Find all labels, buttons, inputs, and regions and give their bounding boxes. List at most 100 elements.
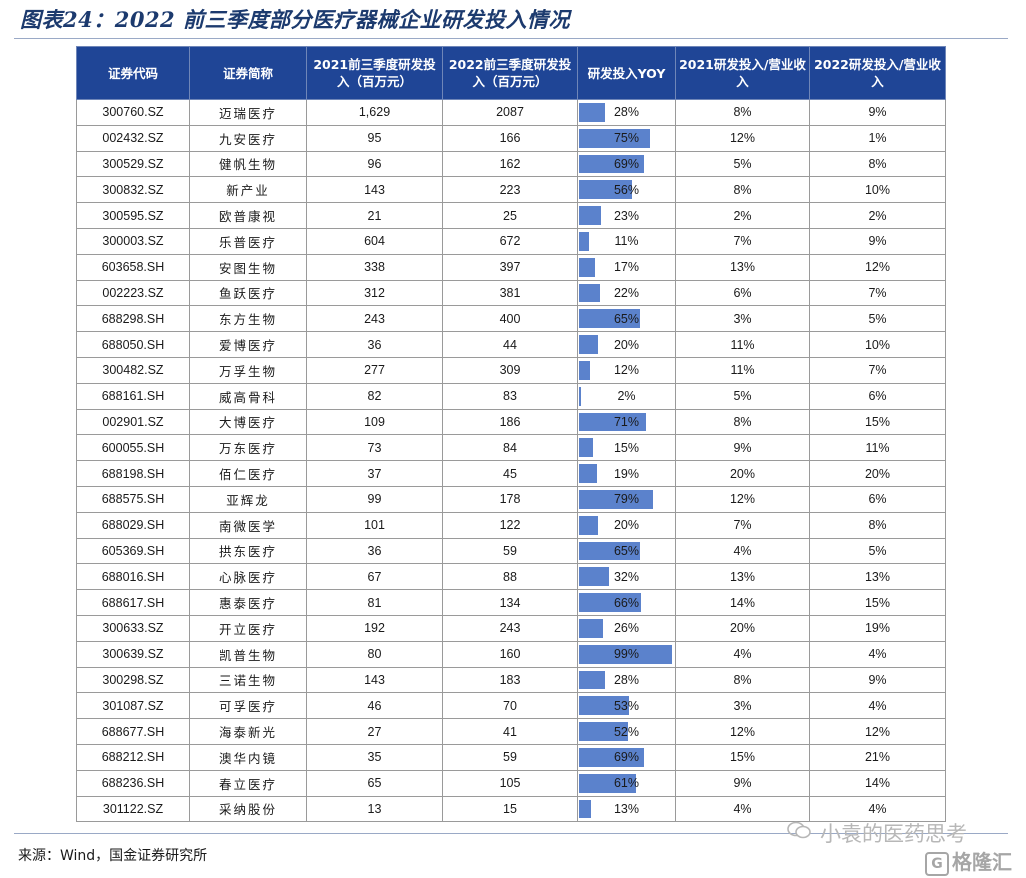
table-body: 300760.SZ 迈瑞医疗 1,629 2087 28% 8% 9% 002432.SZ 九安… [76,99,946,823]
cell-code: 688677.SH [76,718,190,745]
table-row: 688016.SH 心脉医疗 67 88 32% 13% 13% [76,563,946,591]
cell-name: 九安医疗 [189,124,307,152]
cell-ratio-2022: 10% [809,331,946,358]
cell-yoy: 69% [577,743,676,771]
cell-rd-2022: 183 [442,666,578,694]
cell-ratio-2022: 6% [809,382,946,410]
cell-ratio-2021: 8% [675,408,810,436]
cell-name: 爱博医疗 [189,331,307,358]
cell-yoy: 23% [577,202,676,229]
cell-ratio-2022: 21% [809,743,946,771]
yoy-bar [579,103,605,122]
cell-yoy: 53% [577,692,676,720]
brand-logo-icon: G [925,852,949,876]
table-row: 688161.SH 威高骨科 82 83 2% 5% 6% [76,382,946,410]
header-rd-2021: 2021前三季度研发投入（百万元） [306,46,443,100]
cell-ratio-2021: 12% [675,124,810,152]
cell-ratio-2022: 15% [809,589,946,616]
cell-ratio-2022: 12% [809,718,946,745]
cell-ratio-2021: 8% [675,176,810,204]
yoy-label: 11% [614,234,639,249]
cell-ratio-2021: 3% [675,692,810,720]
cell-rd-2021: 96 [306,150,443,178]
cell-rd-2022: 223 [442,176,578,204]
yoy-label: 69% [613,156,640,171]
cell-rd-2022: 672 [442,227,578,255]
cell-ratio-2022: 1% [809,124,946,152]
cell-rd-2021: 192 [306,614,443,642]
cell-code: 688298.SH [76,305,190,333]
table-row: 002223.SZ 鱼跃医疗 312 381 22% 6% 7% [76,279,946,307]
cell-ratio-2021: 20% [675,460,810,487]
cell-name: 可孚医疗 [189,692,307,720]
cell-ratio-2022: 15% [809,408,946,436]
yoy-label: 28% [613,105,640,120]
yoy-label: 2% [617,389,636,404]
cell-rd-2021: 109 [306,408,443,436]
cell-ratio-2022: 8% [809,511,946,539]
cell-yoy: 65% [577,537,676,565]
yoy-label: 20% [613,518,640,533]
cell-rd-2022: 2087 [442,99,578,126]
cell-rd-2021: 143 [306,176,443,204]
yoy-label: 22% [613,285,640,300]
cell-ratio-2021: 9% [675,434,810,462]
cell-name: 拱东医疗 [189,537,307,565]
cell-rd-2022: 70 [442,692,578,720]
cell-ratio-2021: 4% [675,640,810,668]
yoy-bar [579,309,640,329]
cell-code: 300832.SZ [76,176,190,204]
cell-code: 300003.SZ [76,227,190,255]
wechat-icon [787,821,811,839]
yoy-label: 17% [613,260,640,275]
cell-yoy: 17% [577,253,676,281]
cell-rd-2022: 15 [442,795,578,823]
yoy-label: 99% [613,647,640,662]
table-row: 688677.SH 海泰新光 27 41 52% 12% 12% [76,718,946,745]
header-row: 证券代码 证券简称 2021前三季度研发投入（百万元） 2022前三季度研发投入… [76,46,946,100]
table-row: 300633.SZ 开立医疗 192 243 26% 20% 19% [76,614,946,642]
yoy-bar [579,386,581,406]
watermark-text: 小袁的医药思考 [790,818,967,848]
yoy-bar [579,360,590,380]
cell-rd-2022: 162 [442,150,578,178]
yoy-label: 32% [613,569,640,584]
cell-code: 688212.SH [76,743,190,771]
header-yoy: 研发投入YOY [577,46,676,100]
cell-rd-2021: 35 [306,743,443,771]
cell-rd-2021: 80 [306,640,443,668]
yoy-label: 61% [613,776,640,791]
table-row: 688298.SH 东方生物 243 400 65% 3% 5% [76,305,946,333]
table-row: 301087.SZ 可孚医疗 46 70 53% 3% 4% [76,692,946,720]
yoy-bar [579,180,632,200]
cell-code: 688198.SH [76,460,190,487]
yoy-bar [579,747,644,767]
table-row: 300639.SZ 凯普生物 80 160 99% 4% 4% [76,640,946,668]
cell-rd-2022: 397 [442,253,578,281]
cell-ratio-2021: 4% [675,795,810,823]
cell-ratio-2022: 14% [809,769,946,797]
cell-rd-2021: 338 [306,253,443,281]
cell-ratio-2021: 7% [675,227,810,255]
yoy-label: 65% [613,311,640,326]
yoy-label: 13% [613,801,640,816]
cell-ratio-2022: 9% [809,227,946,255]
cell-ratio-2021: 13% [675,253,810,281]
cell-rd-2021: 99 [306,485,443,513]
table-row: 300298.SZ 三诺生物 143 183 28% 8% 9% [76,666,946,694]
cell-code: 688617.SH [76,589,190,616]
cell-ratio-2022: 4% [809,692,946,720]
yoy-bar [579,231,589,251]
cell-rd-2021: 82 [306,382,443,410]
cell-rd-2022: 59 [442,743,578,771]
cell-ratio-2021: 12% [675,718,810,745]
table-row: 688236.SH 春立医疗 65 105 61% 9% 14% [76,769,946,797]
cell-code: 002901.SZ [76,408,190,436]
table-row: 688575.SH 亚辉龙 99 178 79% 12% 6% [76,485,946,513]
cell-ratio-2021: 2% [675,202,810,229]
cell-name: 威高骨科 [189,382,307,410]
yoy-bar [579,464,597,483]
brand-logo-text: 格隆汇 [952,850,1012,874]
table-row: 603658.SH 安图生物 338 397 17% 13% 12% [76,253,946,281]
cell-yoy: 61% [577,769,676,797]
